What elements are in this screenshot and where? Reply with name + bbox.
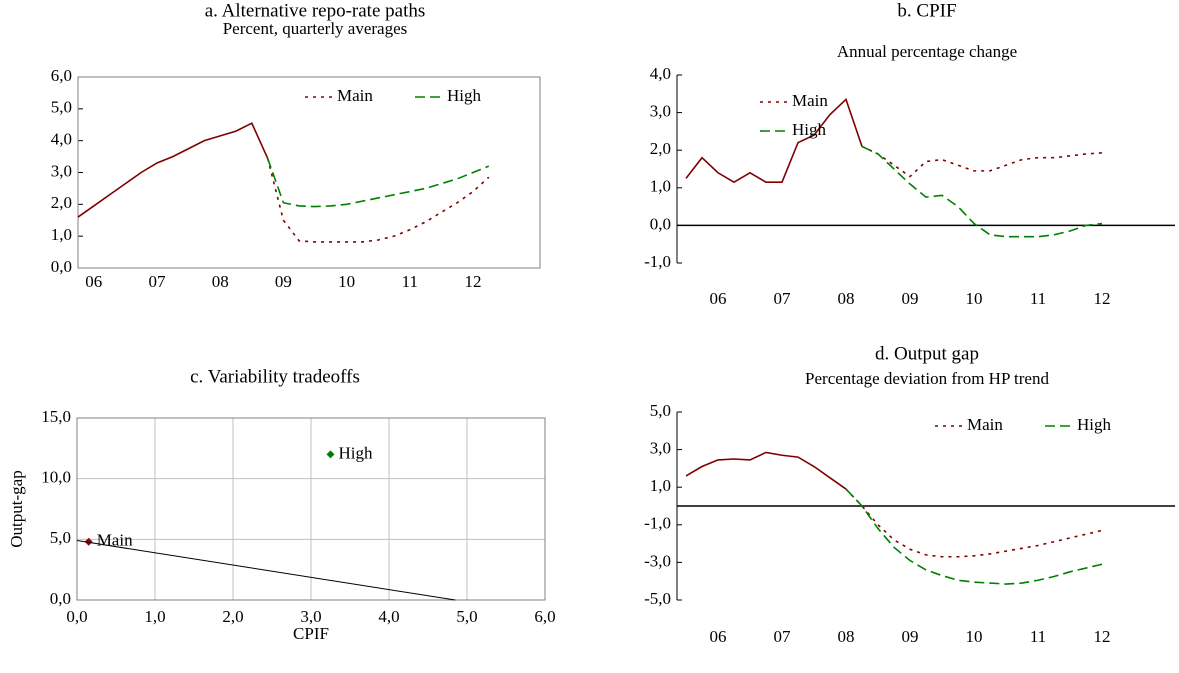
legend-label: Main <box>792 91 828 110</box>
y-tick-label: 6,0 <box>51 66 72 85</box>
x-tick-label: 07 <box>774 289 792 308</box>
y-tick-label: 3,0 <box>650 439 671 458</box>
y-tick-label: 5,0 <box>50 528 71 547</box>
data-line <box>266 157 490 243</box>
x-tick-label: 4,0 <box>378 607 399 626</box>
chart-title: a. Alternative repo-rate paths <box>205 0 426 21</box>
y-tick-label: 4,0 <box>650 64 671 83</box>
x-tick-label: 07 <box>774 627 792 646</box>
y-tick-label: 1,0 <box>650 476 671 495</box>
y-tick-label: 0,0 <box>50 589 71 608</box>
x-tick-label: 10 <box>966 289 983 308</box>
data-line <box>685 98 863 184</box>
data-line <box>861 145 1103 238</box>
x-tick-label: 2,0 <box>222 607 243 626</box>
data-line <box>845 488 1103 558</box>
x-tick-label: 12 <box>1094 627 1111 646</box>
point <box>326 450 335 459</box>
legend-label: Main <box>337 86 373 105</box>
y-tick-label: 0,0 <box>650 214 671 233</box>
y-tick-label: 5,0 <box>650 401 671 420</box>
chart-subtitle: Percent, quarterly averages <box>223 19 408 38</box>
y-tick-label: -5,0 <box>644 589 671 608</box>
chart-title: c. Variability tradeoffs <box>190 366 360 387</box>
legend-label: High <box>1077 415 1112 434</box>
x-tick-label: 09 <box>902 289 919 308</box>
x-tick-label: 6,0 <box>534 607 555 626</box>
y-tick-label: 4,0 <box>51 130 72 149</box>
y-tick-label: 10,0 <box>41 468 71 487</box>
x-tick-label: 12 <box>1094 289 1111 308</box>
y-tick-label: -1,0 <box>644 252 671 271</box>
x-tick-label: 11 <box>1030 627 1046 646</box>
x-tick-label: 07 <box>149 272 167 291</box>
y-tick-label: 1,0 <box>650 177 671 196</box>
y-tick-label: 5,0 <box>51 98 72 117</box>
x-tick-label: 06 <box>710 289 727 308</box>
x-tick-label: 10 <box>338 272 355 291</box>
chart-subtitle: Percentage deviation from HP trend <box>805 369 1049 388</box>
data-line <box>845 488 1103 585</box>
y-tick-label: 15,0 <box>41 407 71 426</box>
y-tick-label: 2,0 <box>650 139 671 158</box>
x-tick-label: 5,0 <box>456 607 477 626</box>
data-line <box>861 145 1103 178</box>
x-tick-label: 10 <box>966 627 983 646</box>
plot-frame <box>76 417 546 601</box>
y-tick-label: -3,0 <box>644 551 671 570</box>
point <box>84 537 93 546</box>
plot-frame <box>77 76 541 269</box>
x-tick-label: 06 <box>85 272 102 291</box>
x-tick-label: 09 <box>275 272 292 291</box>
x-tick-label: 09 <box>902 627 919 646</box>
y-tick-label: 3,0 <box>650 102 671 121</box>
x-tick-label: 0,0 <box>66 607 87 626</box>
legend-label: High <box>792 120 827 139</box>
x-tick-label: 3,0 <box>300 607 321 626</box>
x-tick-label: 08 <box>838 627 855 646</box>
x-tick-label: 12 <box>465 272 482 291</box>
x-tick-label: 11 <box>402 272 418 291</box>
chart-title: d. Output gap <box>875 343 979 364</box>
y-tick-label: -1,0 <box>644 514 671 533</box>
data-line <box>77 122 269 218</box>
data-line <box>266 157 490 208</box>
reference-line <box>76 540 456 601</box>
chart-title: b. CPIF <box>897 0 956 21</box>
x-tick-label: 08 <box>212 272 229 291</box>
x-axis-label: CPIF <box>293 624 329 643</box>
x-tick-label: 06 <box>710 627 727 646</box>
y-tick-label: 0,0 <box>51 257 72 276</box>
x-tick-label: 11 <box>1030 289 1046 308</box>
y-tick-label: 1,0 <box>51 225 72 244</box>
legend-label: High <box>447 86 482 105</box>
data-line <box>685 451 847 490</box>
x-tick-label: 08 <box>838 289 855 308</box>
legend-label: Main <box>967 415 1003 434</box>
point-label: High <box>339 443 374 462</box>
x-tick-label: 1,0 <box>144 607 165 626</box>
y-tick-label: 3,0 <box>51 161 72 180</box>
chart-subtitle: Annual percentage change <box>837 42 1017 61</box>
y-tick-label: 2,0 <box>51 193 72 212</box>
y-axis-label: Output-gap <box>7 470 26 547</box>
